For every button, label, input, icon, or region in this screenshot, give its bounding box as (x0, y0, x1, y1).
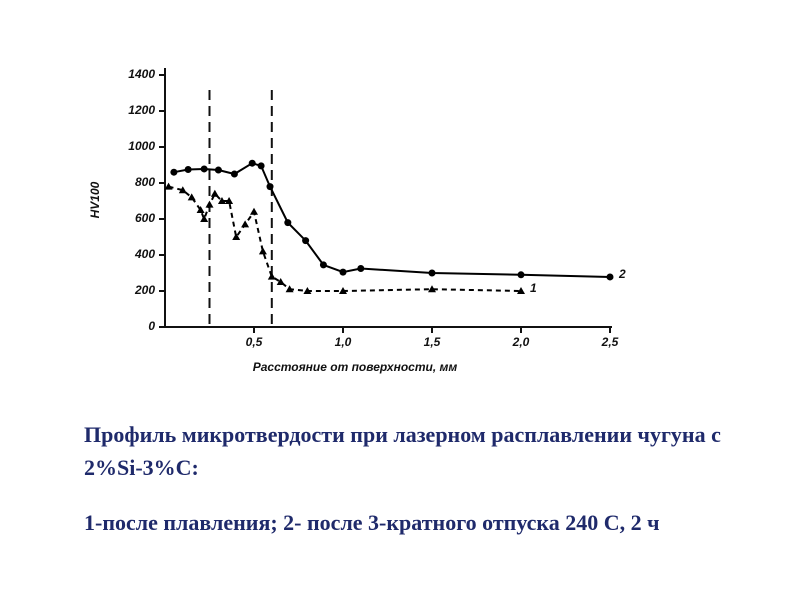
point (284, 219, 292, 227)
point (250, 207, 258, 215)
point (230, 170, 238, 178)
y-tick-label: 0 (148, 319, 155, 333)
series-label: 2 (618, 267, 626, 281)
point (428, 285, 436, 293)
x-tick-label: 2,5 (601, 335, 619, 349)
point (517, 271, 525, 279)
point (606, 273, 614, 281)
point (214, 166, 222, 174)
point (517, 287, 525, 294)
point (232, 233, 241, 240)
point (164, 182, 173, 190)
x-tick-label: 1,5 (424, 335, 441, 349)
x-tick-label: 2,0 (512, 335, 530, 349)
point (266, 183, 274, 191)
point (319, 261, 327, 269)
x-tick-label: 1,0 (335, 335, 352, 349)
y-tick-label: 200 (134, 283, 155, 297)
point (302, 237, 310, 245)
caption-legend: 1-после плавления; 2- после 3-кратного о… (84, 510, 660, 535)
point (205, 200, 214, 208)
point (217, 197, 226, 204)
point (339, 287, 347, 294)
series-label: 1 (530, 281, 537, 295)
point (178, 186, 187, 194)
point (285, 285, 294, 293)
x-axis-label: Расстояние от поверхности, мм (253, 360, 458, 374)
point (210, 189, 219, 197)
point (357, 265, 365, 272)
point (428, 269, 436, 277)
y-tick-label: 400 (134, 247, 155, 261)
point (276, 278, 285, 285)
point (225, 197, 234, 204)
point (187, 193, 196, 201)
caption-title: Профиль микротвердости при лазерном расп… (84, 422, 721, 480)
point (170, 168, 178, 176)
y-tick-label: 1200 (128, 103, 155, 117)
y-tick-label: 600 (135, 211, 155, 225)
point (267, 272, 276, 280)
point (196, 206, 205, 213)
point (184, 166, 192, 173)
y-tick-label: 1000 (128, 139, 155, 153)
x-tick-label: 0,5 (246, 335, 263, 349)
series-line (173, 162, 611, 278)
point (241, 220, 250, 228)
point (303, 287, 312, 294)
chart: HV100 Расстояние от поверхности, мм 0 200… (88, 67, 626, 374)
point (248, 159, 256, 167)
point (257, 162, 265, 170)
point (339, 268, 347, 276)
point (258, 247, 267, 255)
point (200, 215, 209, 222)
y-tick-label: 1400 (128, 67, 155, 81)
y-tick-label: 800 (135, 175, 155, 189)
y-axis-label: HV100 (88, 181, 102, 218)
point (200, 165, 208, 173)
